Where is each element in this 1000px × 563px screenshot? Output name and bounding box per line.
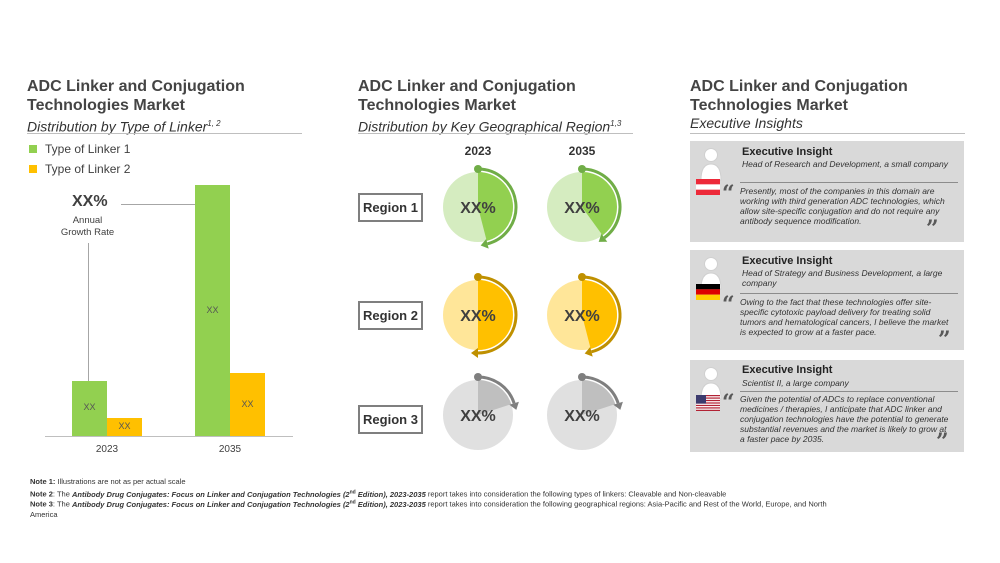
legend-swatch-linker2	[29, 165, 37, 173]
pie-growth-arc	[581, 167, 622, 239]
insight-heading: Executive Insight	[742, 364, 833, 376]
chart-legend: Type of Linker 1 Type of Linker 2	[29, 142, 130, 176]
pie-arrowhead-icon	[613, 401, 623, 410]
insight-card-3: Executive Insight Scientist II, a large …	[690, 360, 964, 455]
insight-role: Head of Research and Development, a smal…	[742, 159, 948, 169]
bar-chart: XX XX 2023 XX XX 2035	[45, 185, 295, 455]
bar-2035-series-2	[230, 373, 265, 436]
pie-arrowhead-icon	[509, 401, 519, 410]
insight-role: Head of Strategy and Business Developmen…	[742, 268, 943, 288]
pie-slice-region-1-2035	[582, 172, 617, 236]
cagr-connector-horizontal	[121, 204, 197, 205]
note-1: Note 1: Illustrations are not as per act…	[30, 477, 186, 486]
region-2-label: Region 2	[358, 301, 423, 330]
bar-data-label: XX	[241, 398, 254, 409]
pie-arrowhead-icon	[480, 238, 489, 249]
regional-pie-charts: XX% XX% XX% XX% XX% XX%	[443, 165, 623, 450]
x-axis	[45, 436, 293, 437]
bar-2035-series-1	[195, 185, 230, 436]
panel2-rule	[358, 133, 633, 134]
bar-data-label: XX	[118, 421, 131, 432]
insight-card-1: Executive Insight Head of Research and D…	[690, 141, 964, 242]
note-2: Note 2: The Antibody Drug Conjugates: Fo…	[30, 489, 727, 499]
pie-arrowhead-icon	[584, 346, 593, 357]
usa-flag-icon	[696, 395, 720, 411]
panel2-subtitle: Distribution by Key Geographical Region1…	[358, 118, 622, 135]
bar-data-label: XX	[83, 402, 96, 413]
germany-flag-icon	[696, 284, 720, 300]
pie-arrowhead-icon	[598, 233, 608, 242]
panel3-subtitle: Executive Insights	[690, 115, 803, 131]
close-quote-icon: ”	[926, 216, 939, 242]
region-1-label: Region 1	[358, 193, 423, 222]
pie-value-label: XX%	[564, 200, 600, 217]
insight-separator	[740, 182, 958, 183]
cagr-value: XX%	[72, 193, 108, 210]
bar-2023-series-1	[72, 380, 107, 436]
pie-value-label: XX%	[564, 308, 600, 325]
pie-growth-arc	[477, 275, 518, 355]
insight-role: Scientist II, a large company	[742, 378, 849, 388]
note-3: Note 3: The Antibody Drug Conjugates: Fo…	[30, 499, 827, 519]
year-header-2023: 2023	[464, 144, 492, 158]
pie-slice-region-3-2023	[478, 380, 512, 415]
austria-flag-icon	[696, 179, 720, 195]
open-quote-icon: “	[722, 181, 735, 207]
pie-value-label: XX%	[460, 200, 496, 217]
pie-growth-arc	[581, 375, 620, 404]
bar-2023-series-2	[107, 418, 142, 436]
pie-arc-start-dot	[474, 373, 482, 381]
open-quote-icon: “	[722, 390, 735, 416]
pie-arrowhead-icon	[471, 348, 478, 358]
pie-arc-start-dot	[474, 273, 482, 281]
open-quote-icon: “	[722, 292, 735, 318]
x-tick-label-2035: 2035	[218, 444, 242, 455]
insight-separator	[740, 293, 958, 294]
pie-arc-start-dot	[578, 373, 586, 381]
panel3-rule	[690, 133, 965, 134]
pie-arc-start-dot	[474, 165, 482, 173]
pie-value-label: XX%	[460, 308, 496, 325]
pie-slice-region-2-2035	[582, 280, 617, 349]
cagr-connector-vertical	[88, 243, 89, 383]
panel1-subtitle: Distribution by Type of Linker1, 2	[27, 118, 221, 135]
insight-heading: Executive Insight	[742, 255, 833, 267]
panel3-title: ADC Linker and Conjugation Technologies …	[690, 78, 908, 114]
pie-arc-start-dot	[578, 273, 586, 281]
close-quote-icon: ”	[936, 429, 949, 455]
pie-value-label: XX%	[564, 408, 600, 425]
legend-swatch-linker1	[29, 145, 37, 153]
panel2-title: ADC Linker and Conjugation Technologies …	[358, 78, 576, 114]
insight-card-2: Executive Insight Head of Strategy and B…	[690, 250, 964, 353]
insight-quote: Owing to the fact that these technologie…	[740, 297, 949, 337]
legend-item-linker2: Type of Linker 2	[29, 162, 130, 176]
x-tick-label-2023: 2023	[95, 444, 119, 455]
panel1-rule	[27, 133, 302, 134]
insight-quote: Presently, most of the companies in this…	[740, 186, 945, 226]
insight-quote: Given the potential of ADCs to replace c…	[740, 394, 949, 444]
pie-slice-region-3-2035	[582, 380, 616, 415]
cagr-label: Annual Growth Rate	[60, 215, 115, 238]
year-header-2035: 2035	[568, 144, 596, 158]
panel1-title: ADC Linker and Conjugation Technologies …	[27, 78, 245, 114]
pie-growth-arc	[477, 375, 516, 404]
insight-separator	[740, 391, 958, 392]
close-quote-icon: ”	[938, 327, 951, 353]
pie-value-label: XX%	[460, 408, 496, 425]
pie-arc-start-dot	[578, 165, 586, 173]
pie-growth-arc	[581, 275, 622, 354]
region-3-label: Region 3	[358, 405, 423, 434]
bar-data-label: XX	[206, 304, 219, 315]
pie-slice-region-1-2023	[478, 172, 513, 241]
pie-growth-arc	[477, 167, 518, 246]
person-icon	[700, 148, 722, 181]
pie-slice-region-2-2023	[478, 280, 513, 350]
insight-heading: Executive Insight	[742, 146, 833, 158]
legend-item-linker1: Type of Linker 1	[29, 142, 130, 156]
